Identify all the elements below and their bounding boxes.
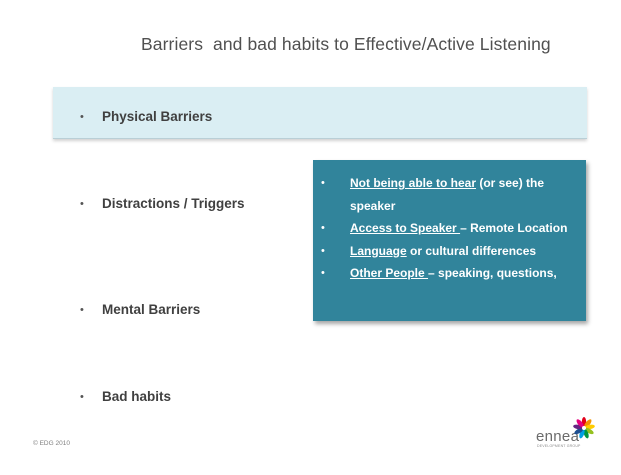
callout-item-rest: – Remote Location xyxy=(460,221,568,235)
bullet-glyph: • xyxy=(321,222,325,234)
bullet-label: Bad habits xyxy=(102,389,172,404)
bullet-item-mental-barriers: • Mental Barriers xyxy=(80,302,200,317)
ennea-logo: ennea DEVELOPMENT GROUP xyxy=(536,416,598,450)
logo-wordmark: ennea xyxy=(536,428,580,445)
bullet-item-bad-habits: • Bad habits xyxy=(80,389,171,404)
bullet-label: Mental Barriers xyxy=(102,302,201,317)
slide-title: Barriers and bad habits to Effective/Act… xyxy=(141,34,551,54)
bullet-glyph: • xyxy=(80,303,84,316)
callout-item-hear: • Not being able to hear (or see) the sp… xyxy=(313,172,586,217)
callout-item-rest: – speaking, questions, xyxy=(428,266,557,280)
star-burst-icon xyxy=(573,417,595,439)
bullet-glyph: • xyxy=(321,267,325,279)
callout-item-rest: or cultural differences xyxy=(406,243,537,258)
bullet-glyph: • xyxy=(80,197,84,210)
bullet-label: Physical Barriers xyxy=(102,109,213,124)
bullet-glyph: • xyxy=(80,390,84,403)
callout-item-underlined: Other People xyxy=(350,266,429,280)
bullet-label: Distractions / Triggers xyxy=(102,196,245,211)
callout-item-underlined: Access to Speaker xyxy=(350,221,461,235)
bullet-glyph: • xyxy=(321,177,325,189)
bullet-glyph: • xyxy=(321,244,325,257)
bullet-item-physical-barriers: • Physical Barriers xyxy=(80,109,212,124)
logo-tagline: DEVELOPMENT GROUP xyxy=(537,444,581,448)
callout-item-language: • Language or cultural differences xyxy=(313,240,586,263)
highlight-band xyxy=(53,87,587,139)
bullet-item-distractions: • Distractions / Triggers xyxy=(80,196,245,211)
physical-barriers-callout: • Not being able to hear (or see) the sp… xyxy=(313,160,586,321)
callout-item-underlined: Not being able to hear xyxy=(350,176,477,190)
bullet-glyph: • xyxy=(80,110,84,123)
callout-item-other-people: • Other People – speaking, questions, xyxy=(313,262,586,285)
copyright-notice: © EDG 2010 xyxy=(33,440,70,447)
callout-item-underlined: Language xyxy=(350,243,407,258)
callout-item-rest: (or see) the speaker xyxy=(350,176,545,213)
callout-item-access: • Access to Speaker – Remote Location xyxy=(313,217,586,240)
